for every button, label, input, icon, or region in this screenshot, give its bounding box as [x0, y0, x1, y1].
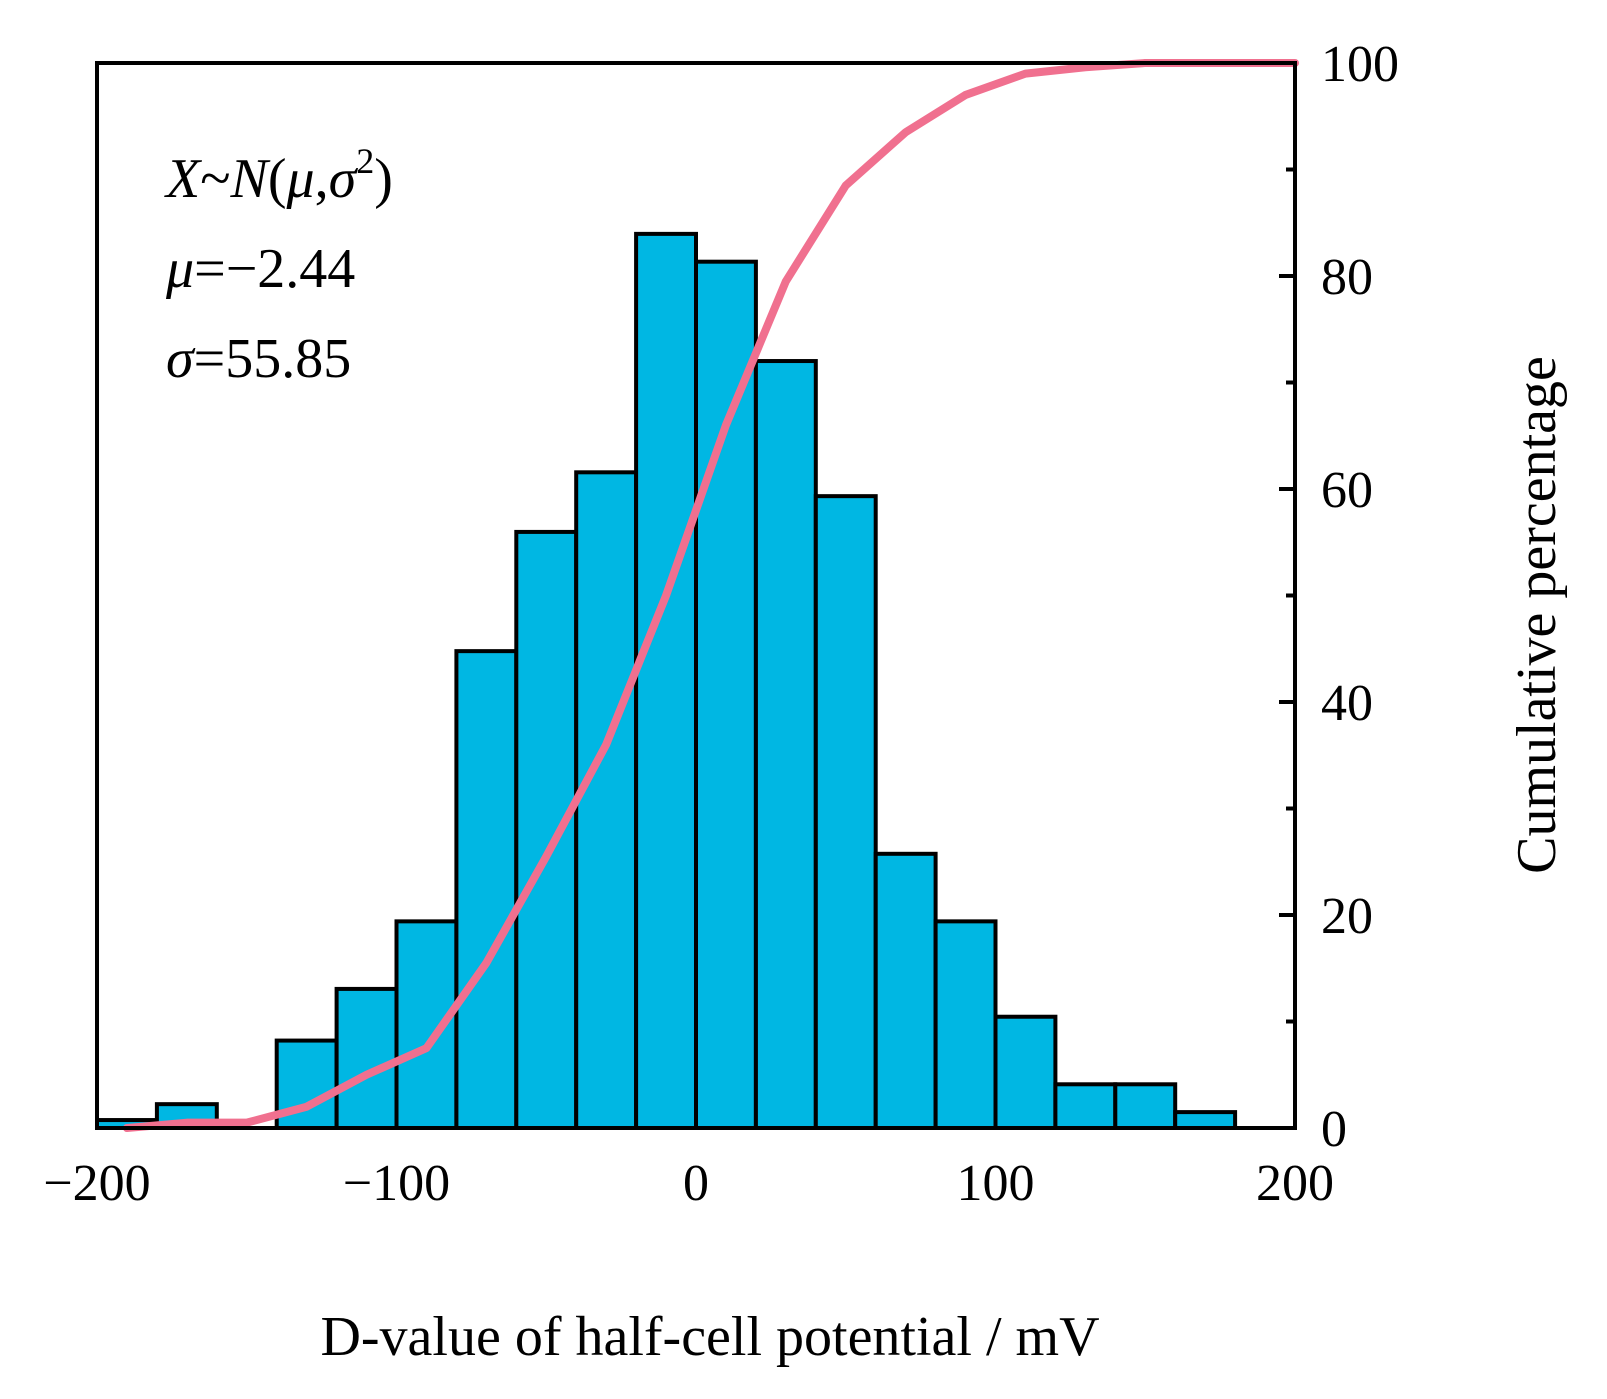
x-axis-ticks: −200 −100 0 100 200 — [43, 1155, 1334, 1212]
histogram-bar — [574, 470, 639, 1130]
y2-tick-label: 40 — [1321, 675, 1373, 732]
histogram-bar — [694, 259, 758, 1130]
annotation-mu: μ=−2.44 — [165, 238, 355, 300]
x-tick-label: −100 — [343, 1155, 450, 1212]
x-axis-title: D-value of half-cell potential / mV — [320, 1306, 1099, 1368]
histogram-bar — [1173, 1110, 1238, 1131]
histogram-bar — [813, 494, 878, 1130]
y2-axis-ticks: 0 20 40 60 80 100 — [1279, 36, 1399, 1158]
histogram-bar — [1113, 1082, 1178, 1131]
histogram-bars — [95, 231, 1238, 1131]
x-tick-label: −200 — [43, 1155, 150, 1212]
histogram-bar — [334, 986, 399, 1130]
y2-tick-label: 80 — [1321, 249, 1373, 306]
x-tick-label: 100 — [957, 1155, 1035, 1212]
annotation-sigma: σ=55.85 — [166, 328, 351, 390]
histogram-bar — [993, 1014, 1058, 1130]
y2-axis-title: Cumulative percentage — [1506, 356, 1568, 874]
histogram-bar — [634, 231, 698, 1130]
histogram-bar — [514, 529, 579, 1130]
y2-tick-label: 0 — [1321, 1101, 1347, 1158]
y2-tick-label: 20 — [1321, 888, 1373, 945]
histogram-bar — [873, 851, 938, 1130]
y2-tick-label: 100 — [1321, 36, 1399, 93]
histogram-bar — [1053, 1082, 1118, 1131]
x-tick-label: 200 — [1256, 1155, 1334, 1212]
y2-tick-label: 60 — [1321, 462, 1373, 519]
histogram-bar — [753, 359, 818, 1131]
x-tick-label: 0 — [683, 1155, 709, 1212]
annotation-line-1: X~N(μ,σ2) — [164, 141, 393, 210]
histogram-bar — [454, 649, 519, 1130]
histogram-bar — [933, 919, 998, 1130]
distribution-annotation: X~N(μ,σ2) μ=−2.44 σ=55.85 — [164, 141, 393, 390]
